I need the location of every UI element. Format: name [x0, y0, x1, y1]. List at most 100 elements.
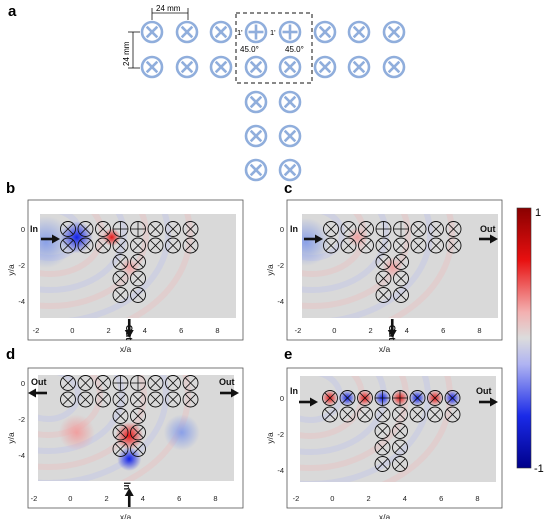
x-tick-label: 4 — [143, 326, 147, 335]
unit-cell — [374, 423, 391, 439]
unit-cell — [130, 237, 146, 254]
unit-cell — [392, 390, 408, 406]
unit-cell — [382, 55, 406, 79]
y-tick-label: -4 — [277, 297, 284, 306]
y-axis-label: y/a — [6, 264, 16, 276]
panel-a: a 24 mm 24 mm 1' 1' 45.0° 45.0° — [8, 3, 406, 182]
unit-cell — [375, 270, 392, 287]
unit-cell — [409, 406, 426, 423]
y-tick-label: -4 — [18, 451, 25, 460]
unit-cell — [339, 390, 356, 406]
unit-cell — [410, 237, 427, 254]
unit-cell — [130, 254, 146, 270]
unit-cell — [444, 406, 461, 423]
unit-cell — [95, 375, 111, 391]
unit-cell — [444, 390, 461, 406]
port-label-out-right: Out — [480, 224, 496, 234]
unit-cell — [140, 55, 164, 79]
unit-cell — [165, 375, 181, 391]
unit-cell — [244, 55, 268, 79]
unit-cell — [95, 237, 111, 254]
unit-cell — [427, 390, 443, 406]
x-tick-label: -2 — [295, 326, 302, 335]
unit-cell — [392, 456, 408, 472]
unit-cell — [375, 287, 392, 303]
unit-cell — [95, 391, 111, 408]
output-arrow-right — [479, 397, 498, 407]
unit-cell — [428, 221, 444, 237]
unit-cell — [209, 20, 233, 44]
input-arrow — [304, 234, 323, 244]
unit-cell — [140, 20, 164, 44]
unit-cell-array — [140, 20, 406, 182]
unit-cell — [112, 254, 129, 270]
unit-cell — [323, 237, 339, 254]
port-label-in: In — [290, 386, 298, 396]
unit-cell — [165, 391, 181, 408]
panel-d: d -2 0 2 4 6 8 0 -2 -4 x/a y/a Out Out In — [6, 346, 244, 522]
unit-cell — [244, 20, 268, 44]
unit-cell — [393, 287, 409, 303]
port-label-out-right: Out — [219, 377, 235, 387]
unit-cell — [182, 221, 199, 237]
unit-cell — [112, 391, 129, 408]
input-arrow — [299, 397, 318, 407]
panel-label: d — [6, 346, 15, 363]
unit-cell — [313, 55, 337, 79]
unit-cell — [130, 375, 146, 391]
y-tick-label: -2 — [277, 430, 284, 439]
output-arrow-down — [387, 319, 397, 338]
unit-cell — [112, 221, 129, 237]
unit-cell — [130, 441, 146, 457]
unit-cell — [358, 221, 374, 237]
x-tick-label: 2 — [367, 494, 371, 503]
unit-cell — [278, 20, 302, 44]
unit-cell — [209, 55, 233, 79]
unit-cell — [130, 270, 146, 287]
colorbar-max-label: 1 — [535, 207, 541, 219]
unit-cell — [392, 423, 408, 439]
unit-cell — [278, 158, 302, 182]
unit-cell — [182, 391, 199, 408]
unit-cell — [374, 439, 391, 456]
unit-cell — [60, 375, 76, 391]
colorbar-gradient — [516, 207, 532, 469]
x-tick-label: 8 — [215, 326, 219, 335]
unit-cell — [357, 406, 373, 423]
y-tick-label: -2 — [18, 261, 25, 270]
unit-cell — [77, 237, 94, 254]
x-tick-label: 4 — [403, 494, 407, 503]
x-tick-label: -2 — [33, 326, 40, 335]
unit-cell — [339, 406, 356, 423]
colorbar: 1 -1 — [516, 207, 544, 475]
x-tick-label: 0 — [330, 494, 334, 503]
unit-cell-selection-box — [235, 12, 313, 84]
unit-cell — [130, 221, 146, 237]
x-tick-label: 0 — [68, 494, 72, 503]
y-tick-label: 0 — [280, 394, 284, 403]
x-tick-label: 2 — [107, 326, 111, 335]
y-axis-label: y/a — [265, 264, 275, 276]
unit-cell — [147, 391, 164, 408]
unit-cell — [244, 90, 268, 114]
unit-cell — [427, 406, 443, 423]
x-tick-label: 0 — [332, 326, 336, 335]
unit-cell — [77, 375, 94, 391]
x-tick-label: 6 — [439, 494, 443, 503]
unit-cell — [393, 270, 409, 287]
unit-cell — [278, 124, 302, 148]
x-tick-label: 6 — [441, 326, 445, 335]
y-axis-label: y/a — [6, 432, 16, 444]
dim-horizontal-label: 24 mm — [156, 4, 181, 13]
x-tick-label: 8 — [477, 326, 481, 335]
unit-cell — [147, 237, 164, 254]
unit-cell — [393, 221, 409, 237]
unit-cell — [165, 221, 181, 237]
unit-cell — [147, 375, 164, 391]
port-label-out: Out — [476, 386, 492, 396]
x-tick-label: 6 — [177, 494, 181, 503]
unit-cell — [374, 390, 391, 406]
output-arrow-down — [124, 319, 134, 338]
angle-label-right: 45.0° — [285, 45, 304, 54]
